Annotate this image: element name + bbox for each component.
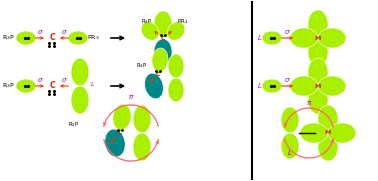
Text: L: L	[91, 81, 94, 87]
Ellipse shape	[328, 123, 356, 143]
Text: $\sigma$: $\sigma$	[61, 76, 67, 84]
Text: R$_3$P: R$_3$P	[2, 33, 15, 43]
Ellipse shape	[262, 31, 282, 45]
Text: C: C	[49, 81, 55, 90]
Ellipse shape	[318, 76, 346, 96]
Ellipse shape	[168, 78, 184, 102]
Ellipse shape	[105, 129, 125, 157]
Text: PR$_3$: PR$_3$	[177, 18, 188, 26]
Ellipse shape	[168, 54, 184, 78]
Text: L: L	[258, 35, 262, 41]
Text: R$_3$P: R$_3$P	[2, 82, 15, 90]
Ellipse shape	[300, 123, 328, 143]
Ellipse shape	[290, 28, 318, 48]
Text: L: L	[258, 83, 262, 89]
Text: M: M	[315, 35, 321, 41]
Text: R$_3$P: R$_3$P	[141, 18, 152, 26]
Text: $\pi$: $\pi$	[306, 99, 312, 107]
Ellipse shape	[145, 73, 163, 99]
Ellipse shape	[318, 28, 346, 48]
Text: C: C	[118, 131, 122, 136]
Ellipse shape	[308, 38, 328, 66]
Ellipse shape	[16, 79, 36, 93]
Ellipse shape	[154, 11, 172, 37]
Ellipse shape	[281, 133, 299, 159]
Text: $\pi$: $\pi$	[128, 93, 134, 101]
Ellipse shape	[71, 86, 89, 114]
Text: $\sigma$: $\sigma$	[284, 76, 290, 84]
Ellipse shape	[133, 105, 151, 133]
Text: $\sigma$: $\sigma$	[37, 28, 43, 36]
Text: M: M	[315, 83, 321, 89]
Text: C: C	[49, 33, 55, 43]
Text: C: C	[161, 35, 165, 41]
Ellipse shape	[290, 76, 318, 96]
Ellipse shape	[113, 104, 131, 130]
Text: M: M	[325, 131, 331, 136]
Ellipse shape	[308, 58, 328, 86]
Ellipse shape	[68, 31, 88, 45]
Ellipse shape	[318, 105, 338, 133]
Ellipse shape	[71, 58, 89, 86]
Ellipse shape	[16, 31, 36, 45]
Text: $\sigma$: $\sigma$	[61, 28, 67, 36]
Text: $\sigma$: $\sigma$	[284, 28, 290, 36]
Ellipse shape	[318, 133, 338, 161]
Ellipse shape	[154, 39, 172, 65]
Text: R$_3$P: R$_3$P	[68, 121, 79, 129]
Ellipse shape	[167, 22, 185, 40]
Text: L: L	[288, 150, 292, 156]
Ellipse shape	[281, 107, 299, 133]
Ellipse shape	[308, 86, 328, 114]
Ellipse shape	[308, 10, 328, 38]
Ellipse shape	[262, 79, 282, 93]
Text: PR$_3$: PR$_3$	[87, 33, 99, 43]
Text: $\sigma$: $\sigma$	[37, 76, 43, 84]
Text: C: C	[156, 71, 160, 77]
Ellipse shape	[133, 133, 151, 161]
Text: R$_3$P: R$_3$P	[136, 62, 147, 70]
Ellipse shape	[141, 22, 159, 40]
Ellipse shape	[152, 48, 168, 72]
